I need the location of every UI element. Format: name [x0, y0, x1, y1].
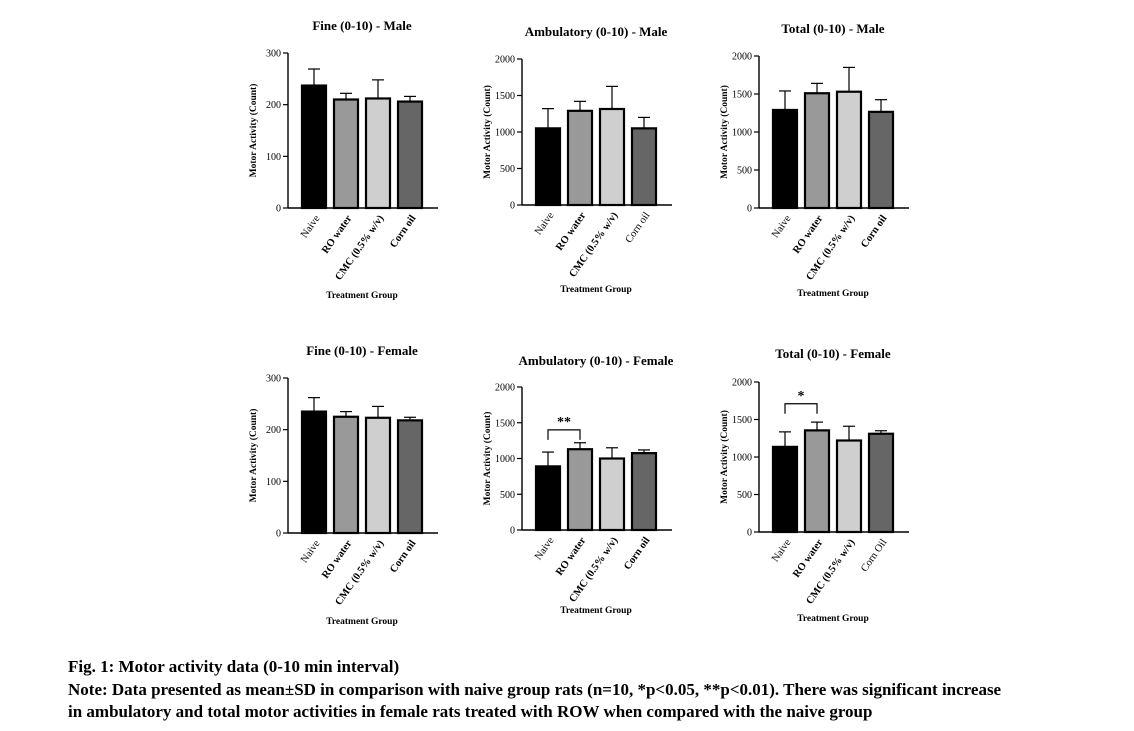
panel-6-bar-2 — [803, 429, 831, 534]
panel-5-y-tick-label: 2000 — [495, 383, 515, 394]
panel-1-bar-3 — [364, 97, 392, 210]
panel-5-y-tick-label: 500 — [500, 490, 515, 501]
panel-5-y-axis-label: Motor Activity (Count) — [482, 412, 493, 506]
panel-2-bar-3 — [598, 107, 626, 207]
figure-caption: Fig. 1: Motor activity data (0-10 min in… — [68, 656, 1118, 724]
panel-6-bar-3 — [835, 439, 863, 534]
panel-2-y-tick-label: 1500 — [495, 91, 515, 102]
panel-3-x-axis-label: Treatment Group — [797, 289, 869, 299]
panel-1-y-axis-label: Motor Activity (Count) — [248, 84, 259, 178]
panel-4-y-tick-label: 300 — [266, 374, 281, 385]
panel-6-significance-label: * — [798, 389, 805, 404]
panel-4-bar-2 — [332, 415, 360, 535]
panel-4-bar-3 — [364, 416, 392, 535]
panel-4-y-tick-label: 0 — [276, 529, 281, 540]
panel-6-y-tick-label: 2000 — [732, 378, 752, 389]
panel-3-category-label-2: RO water — [791, 213, 825, 256]
panel-2-y-tick-label: 1000 — [495, 128, 515, 139]
panel-5-significance-bracket — [547, 429, 581, 440]
panel-2-y-tick-label: 0 — [510, 201, 515, 212]
panel-2-category-label-4: Corn oil — [624, 210, 653, 245]
panel-6-category-label-2: RO water — [791, 537, 825, 580]
panel-3-y-tick-label: 0 — [747, 204, 752, 215]
panel-1-title: Fine (0-10) - Male — [312, 18, 412, 33]
panel-6-y-tick-label: 500 — [737, 490, 752, 501]
panel-3-y-tick-label: 1000 — [732, 128, 752, 139]
panel-6-bar-1 — [771, 445, 799, 534]
panel-6-y-tick-label: 1500 — [732, 415, 752, 426]
panel-2-bar-4 — [630, 127, 658, 207]
panel-2-y-axis-label: Motor Activity (Count) — [482, 85, 493, 179]
panel-6-y-tick-label: 0 — [747, 528, 752, 539]
panel-4-category-label-2: RO water — [320, 538, 354, 581]
panel-1-bar-1 — [300, 84, 328, 210]
panel-3-title: Total (0-10) - Male — [781, 21, 884, 36]
panel-4-title: Fine (0-10) - Female — [306, 343, 418, 358]
panel-1-category-label-1: Naive — [299, 213, 323, 240]
caption-note-line-2: in ambulatory and total motor activities… — [68, 702, 873, 721]
panel-3-bar-1 — [771, 108, 799, 210]
panel-5-y-tick-label: 1500 — [495, 418, 515, 429]
panel-1-category-label-2: RO water — [320, 213, 354, 256]
panel-2-y-tick-label: 2000 — [495, 55, 515, 66]
panel-5-x-axis-label: Treatment Group — [560, 606, 632, 616]
panel-4-category-label-4: Corn oil — [388, 538, 418, 575]
panel-2-x-axis-label: Treatment Group — [560, 285, 632, 295]
panel-6-category-label-1: Naive — [770, 537, 794, 564]
panel-4-x-axis-label: Treatment Group — [326, 617, 398, 627]
panel-2-bar-2 — [566, 109, 594, 207]
panel-4-y-tick-label: 200 — [266, 425, 281, 436]
panel-2-y-tick-label: 500 — [500, 164, 515, 175]
panel-1-category-label-4: Corn oil — [388, 213, 418, 250]
panel-5-y-tick-label: 0 — [510, 526, 515, 537]
panel-6-title: Total (0-10) - Female — [775, 346, 891, 361]
panel-4-category-label-1: Naive — [299, 538, 323, 565]
panel-3-bar-2 — [803, 92, 831, 210]
panel-5-title: Ambulatory (0-10) - Female — [519, 353, 674, 368]
panel-6-x-axis-label: Treatment Group — [797, 614, 869, 624]
panel-1-y-tick-label: 0 — [276, 204, 281, 215]
figure-panels: Fine (0-10) - Male 0 100 200 300 Motor Activi… — [248, 18, 909, 627]
panel-4-y-tick-label: 100 — [266, 477, 281, 488]
panel-5-bar-4 — [630, 452, 658, 532]
panel-6-significance-bracket — [784, 403, 818, 414]
panel-2-bar-1 — [534, 127, 562, 207]
panel-3-bar-4 — [867, 110, 895, 210]
panel-5-bar-1 — [534, 465, 562, 532]
panel-1-y-tick-label: 100 — [266, 152, 281, 163]
panel-5-category-label-2: RO water — [554, 535, 588, 578]
panel-4-bar-1 — [300, 410, 328, 535]
panel-2-category-label-2: RO water — [554, 210, 588, 253]
panel-6-bar-4 — [867, 432, 895, 534]
panel-5-y-tick-label: 1000 — [495, 454, 515, 465]
panel-5-bar-3 — [598, 457, 626, 532]
panel-1-x-axis-label: Treatment Group — [326, 291, 398, 301]
panel-3-category-label-1: Naive — [770, 213, 794, 240]
panel-2-category-label-1: Naive — [533, 210, 557, 237]
panel-6-category-label-4: Corn Oil — [859, 537, 889, 574]
panel-3-bar-3 — [835, 90, 863, 210]
panel-1-y-tick-label: 200 — [266, 100, 281, 111]
panel-2-title: Ambulatory (0-10) - Male — [525, 24, 668, 39]
panel-3-y-tick-label: 500 — [737, 166, 752, 177]
caption-title: Fig. 1: Motor activity data (0-10 min in… — [68, 657, 400, 676]
panel-1-y-tick-label: 300 — [266, 49, 281, 60]
panel-5-bar-2 — [566, 448, 594, 532]
panel-3-y-tick-label: 2000 — [732, 52, 752, 63]
panel-5-category-label-4: Corn oil — [622, 535, 652, 572]
caption-note-line-1: Note: Data presented as mean±SD in compa… — [68, 679, 1002, 699]
panel-1-bar-2 — [332, 98, 360, 210]
panel-4-bar-4 — [396, 419, 424, 535]
panel-3-category-label-4: Corn oil — [859, 213, 889, 250]
panel-5-category-label-1: Naive — [533, 535, 557, 562]
panel-3-y-axis-label: Motor Activity (Count) — [719, 85, 730, 179]
panel-6-y-tick-label: 1000 — [732, 453, 752, 464]
panel-1-bar-4 — [396, 100, 424, 210]
panel-6-y-axis-label: Motor Activity (Count) — [719, 410, 730, 504]
panel-4-y-axis-label: Motor Activity (Count) — [248, 409, 259, 503]
panel-3-y-tick-label: 1500 — [732, 90, 752, 101]
panel-5-significance-label: ** — [557, 415, 571, 430]
